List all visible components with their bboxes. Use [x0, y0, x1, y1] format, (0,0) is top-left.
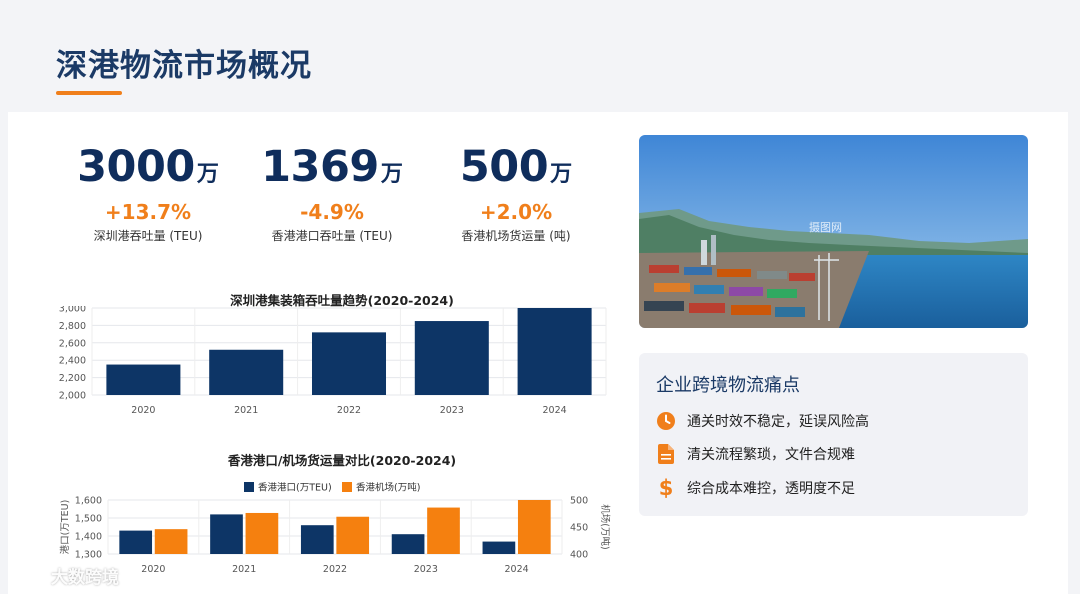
kpi-value: 500	[459, 142, 549, 192]
kpi-hongkong-airport-cargo: 500万 +2.0% 香港机场货运量 (吨)	[426, 142, 606, 244]
chart1-y-tick-label: 2,600	[59, 338, 86, 349]
pain-point-text: 通关时效不稳定，延误风险高	[687, 414, 869, 430]
pain-points-title: 企业跨境物流痛点	[656, 375, 800, 396]
chart2-bar-port	[391, 534, 425, 554]
port-photo: 摄图网	[639, 135, 1028, 328]
pain-point-text: 清关流程繁琐，文件合规难	[687, 447, 855, 463]
pain-point-text: 综合成本难控，透明度不足	[687, 481, 855, 497]
chart1-x-tick-label: 2022	[337, 405, 361, 416]
title-bar	[0, 0, 1080, 112]
corner-watermark: 大数跨境	[8, 562, 119, 589]
chart1-bar	[517, 308, 592, 395]
kpi-unit: 万	[196, 162, 219, 187]
chart2-legend-label: 香港机场(万吨)	[356, 482, 420, 494]
chart1-x-tick-label: 2023	[440, 405, 464, 416]
chart2-y-axis-label: 港口(万TEU)	[59, 500, 71, 555]
svg-text:$: $	[659, 477, 674, 499]
chart1-shenzhen-trend: 2,000 2,200 2,400 2,600 2,800 3,000 2020 2021 20…	[59, 306, 607, 416]
chart2-y-tick-label: 1,500	[75, 514, 102, 525]
kpi-label: 深圳港吞吐量 (TEU)	[93, 229, 203, 243]
kpi-change: +2.0%	[479, 200, 553, 224]
chart1-y-tick-label: 2,800	[59, 321, 86, 332]
chart1-bar	[106, 364, 181, 395]
chart1-x-tick-label: 2024	[543, 405, 567, 416]
kpi-label: 香港港口吞吐量 (TEU)	[271, 229, 393, 243]
chart2-bar-airport	[336, 516, 370, 554]
chart2-x-tick-label: 2021	[232, 564, 256, 575]
chart1-bar	[209, 349, 284, 395]
kpi-hongkong-port-throughput: 1369万 -4.9% 香港港口吞吐量 (TEU)	[242, 142, 422, 244]
kpi-unit: 万	[550, 162, 573, 187]
chart2-bar-port	[119, 530, 153, 554]
document-icon	[655, 443, 677, 465]
chart1-bar	[414, 321, 489, 395]
chart2-y-tick-label: 1,600	[75, 496, 102, 507]
watermark-text: 大数跨境	[51, 568, 119, 588]
kpi-change: +13.7%	[104, 200, 192, 224]
pain-points-card: 企业跨境物流痛点 通关时效不稳定，延误风险高 清关流程繁琐，文件合规难 $ 综合…	[639, 353, 1028, 516]
chart1-y-tick-label: 2,200	[59, 373, 86, 384]
clock-icon	[655, 410, 677, 432]
chart2-title: 香港港口/机场货运量对比(2020-2024)	[227, 453, 457, 468]
pain-point-item: 清关流程繁琐，文件合规难	[655, 442, 855, 466]
photo-watermark: 摄图网	[809, 220, 842, 234]
chart2-y2-tick-label: 400	[570, 550, 588, 561]
chart2-y2-axis-label: 机场(万吨)	[599, 504, 611, 549]
chart2-y-tick-label: 1,400	[75, 532, 102, 543]
chart2-bar-port	[482, 541, 516, 554]
chart2-x-tick-label: 2024	[505, 564, 529, 575]
kpi-shenzhen-throughput: 3000万 +13.7% 深圳港吞吐量 (TEU)	[58, 142, 238, 244]
chart1-y-tick-label: 2,000	[59, 391, 86, 402]
chart1-y-tick-label: 2,400	[59, 356, 86, 367]
chart2-legend-label: 香港港口(万TEU)	[258, 482, 332, 494]
chart2-x-tick-label: 2022	[323, 564, 347, 575]
chart2-y2-tick-label: 500	[570, 496, 588, 507]
chart2-y-tick-label: 1,300	[75, 550, 102, 561]
kpi-change: -4.9%	[300, 200, 364, 224]
chart1-y-tick-label: 3,000	[59, 306, 86, 315]
chart2-x-tick-label: 2020	[141, 564, 165, 575]
dollar-icon: $	[655, 477, 677, 499]
kpi-value: 1369	[261, 142, 379, 192]
title-underline	[56, 91, 122, 95]
chart2-x-tick-label: 2023	[414, 564, 438, 575]
chart2-bar-port	[210, 514, 243, 554]
page-title: 深港物流市场概况	[56, 48, 312, 84]
chart2-bar-airport	[154, 529, 188, 554]
chart2-bar-port	[300, 525, 334, 554]
chart2-legend-swatch	[342, 482, 352, 492]
kpi-unit: 万	[380, 162, 403, 187]
chart1-bar	[311, 332, 387, 395]
chart1-x-tick-label: 2020	[131, 405, 155, 416]
pain-point-item: 通关时效不稳定，延误风险高	[655, 409, 869, 433]
chart1-x-tick-label: 2021	[234, 405, 258, 416]
pain-point-item: $ 综合成本难控，透明度不足	[655, 476, 855, 500]
chart2-bar-airport	[517, 500, 551, 554]
kpi-value: 3000	[77, 142, 195, 192]
chart2-hongkong-comparison: 香港港口(万TEU) 香港机场(万吨) 1,300 1,400 1,500 1,600 40…	[59, 482, 611, 576]
chart2-bar-airport	[245, 512, 279, 554]
chart2-bar-airport	[427, 507, 460, 554]
chart1-title: 深圳港集装箱吞吐量趋势(2020-2024)	[230, 293, 454, 308]
kpi-label: 香港机场货运量 (吨)	[461, 229, 571, 243]
watermark-logo-icon	[8, 562, 46, 589]
chart2-legend-swatch	[244, 482, 254, 492]
chart2-y2-tick-label: 450	[570, 523, 588, 534]
